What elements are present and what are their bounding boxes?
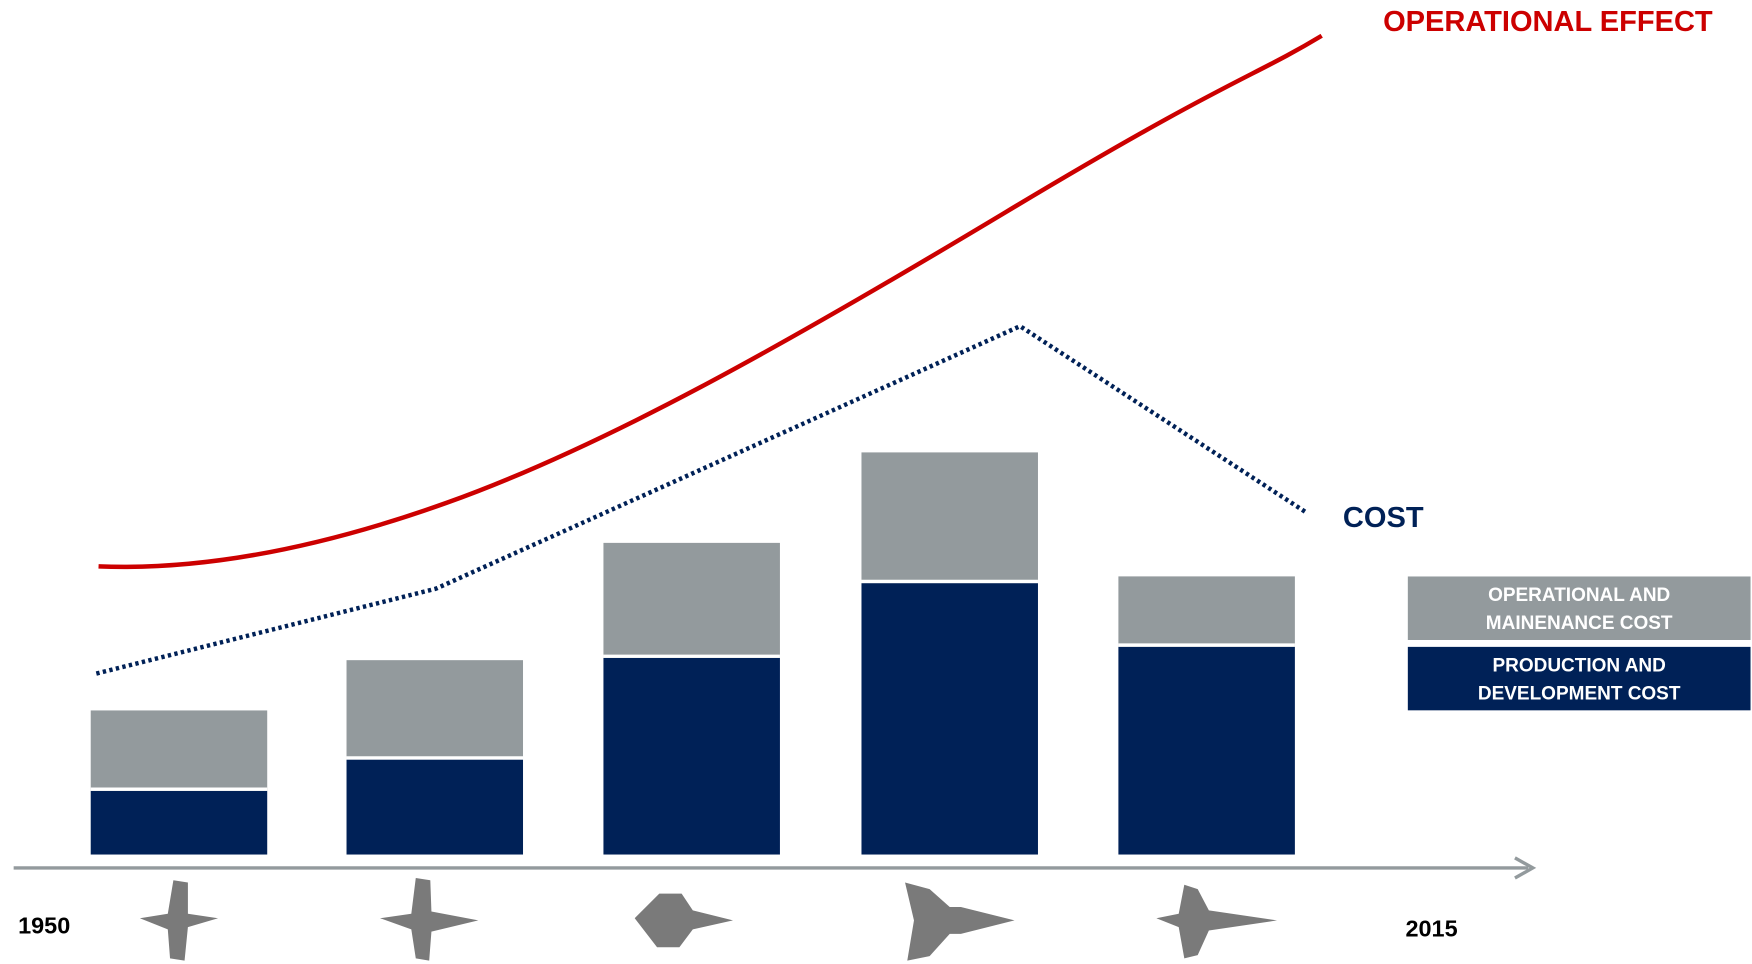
legend-item: OPERATIONAL AND MAINENANCE COST (1407, 576, 1751, 641)
bar-segment (346, 759, 524, 855)
bar-segment (861, 583, 1038, 855)
aircraft-icons (139, 877, 1278, 961)
bar-segment (603, 657, 780, 855)
aircraft (634, 893, 734, 948)
bar-segment (90, 790, 268, 855)
effect-label: OPERATIONAL EFFECT (1383, 6, 1713, 38)
bar-segment (346, 660, 524, 760)
aircraft (139, 880, 219, 961)
legend-label: OPERATIONAL AND MAINENANCE COST (1407, 576, 1751, 641)
cost-line (95, 323, 1307, 676)
bar-segment (603, 542, 780, 658)
bar-segment (1118, 646, 1295, 855)
bar-segment (1118, 576, 1295, 647)
end-label: 2015 (1405, 916, 1457, 942)
aircraft (380, 877, 479, 961)
legend-label: PRODUCTION AND DEVELOPMENT COST (1407, 646, 1751, 711)
aircraft (1156, 884, 1278, 959)
effect-line (98, 33, 1323, 570)
cost-label: COST (1343, 502, 1424, 534)
start-label: 1950 (18, 912, 70, 938)
legend-item: PRODUCTION AND DEVELOPMENT COST (1407, 646, 1751, 711)
bar-segment (90, 710, 268, 791)
axis-arrow (1514, 856, 1537, 880)
aircraft (905, 882, 1015, 961)
bar-segment (861, 452, 1038, 584)
